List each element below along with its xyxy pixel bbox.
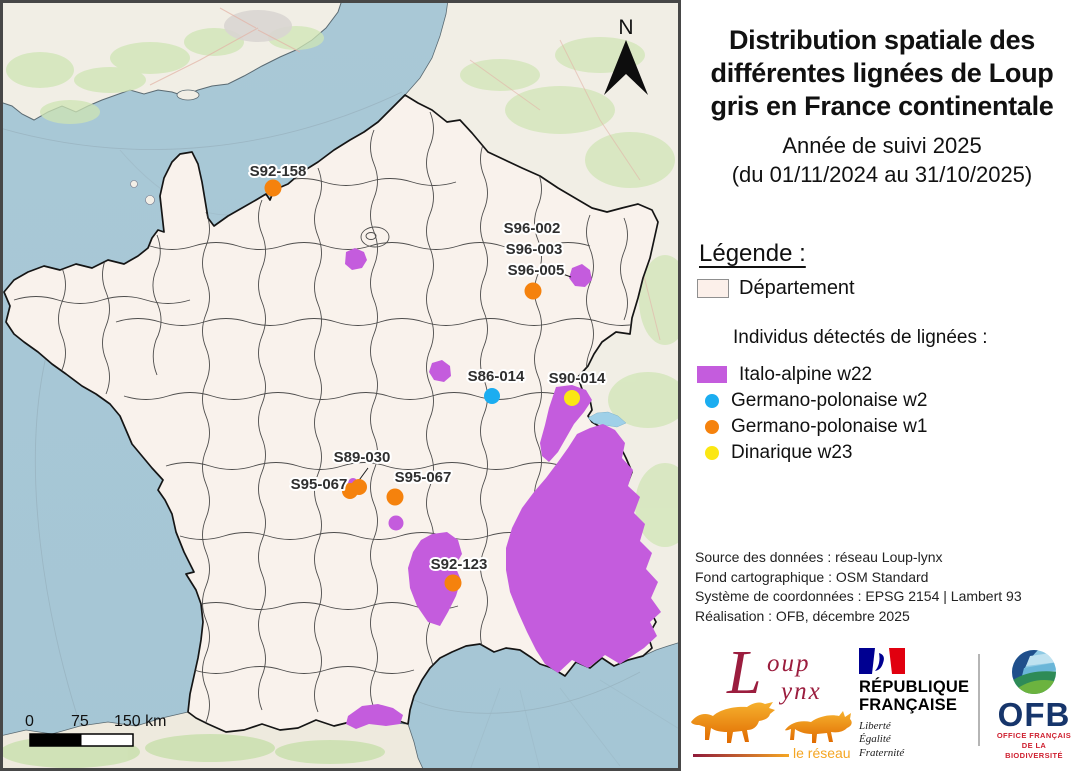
map-label-S96-005: S96-005 xyxy=(508,262,565,279)
scale-tick-150: 150 km xyxy=(114,713,166,730)
map-label-S92-123: S92-123 xyxy=(431,556,488,573)
legend-item-germano-polonaise-w1: Germano-polonaise w1 xyxy=(697,415,928,437)
legend-items: Italo-alpine w22 Germano-polonaise w2 Germ… xyxy=(697,363,928,463)
marker-S95-067 xyxy=(386,488,404,506)
loup-lynx-underline xyxy=(693,754,789,757)
legend-item-dinarique-w23: Dinarique w23 xyxy=(697,441,927,463)
marker-italo-point-auvergne xyxy=(388,515,404,531)
map-label-S96-002: S96-002 xyxy=(504,220,561,237)
map-label-S90-014: S90-014 xyxy=(549,370,606,387)
scale-bar: 0 75 150 km xyxy=(25,713,166,747)
rf-line1: RÉPUBLIQUE xyxy=(859,678,970,696)
lynx-icon xyxy=(785,711,852,743)
channel-island xyxy=(130,180,138,188)
map-frame xyxy=(0,0,681,771)
map-svg: S92-158 S96-002 S96-003 S96-005 S86-014 S90-0… xyxy=(0,0,695,771)
source-line: Réalisation : OFB, décembre 2025 xyxy=(695,607,910,624)
individuals-heading: Individus détectés de lignées : xyxy=(733,327,988,348)
page-title: Distribution spatiale des différentes li… xyxy=(710,25,1054,121)
north-arrow-label: N xyxy=(618,16,633,39)
france-outline xyxy=(3,94,659,733)
map-label-S95-067: S95-067 xyxy=(395,469,452,486)
source-line: Système de coordonnées : EPSG 2154 | Lam… xyxy=(695,588,1022,605)
legend-heading: Légende : xyxy=(699,240,806,267)
marker-S96-002-003-005 xyxy=(524,282,542,300)
loup-lynx-initial: L xyxy=(727,639,762,707)
scale-tick-0: 0 xyxy=(25,713,34,730)
lineage-area-centre xyxy=(429,360,451,382)
spain xyxy=(0,711,425,771)
lineage-area-jura xyxy=(540,385,592,462)
rf-line2: FRANÇAISE xyxy=(859,695,958,714)
individual-labels-layer: S92-158 S96-002 S96-003 S96-005 S86-014 S90-0… xyxy=(248,161,608,575)
legend-department-row: Département xyxy=(697,277,855,300)
ofb-globe-icon xyxy=(1012,650,1056,694)
marker-S90-014 xyxy=(564,390,580,406)
marker-S92-158 xyxy=(264,179,282,197)
source-line: Fond cartographique : OSM Standard xyxy=(695,568,929,585)
wolf-icon xyxy=(691,702,775,743)
germano-polonaise-w1-swatch xyxy=(705,419,719,434)
legend-item-label: Dinarique w23 xyxy=(731,441,853,463)
subtitle-line2: (du 01/11/2024 au 31/10/2025) xyxy=(731,161,1033,187)
lynx-word: ynx xyxy=(781,678,822,705)
subtitle: Année de suivi 2025 (du 01/11/2024 au 31… xyxy=(689,132,1075,189)
maritime-boundaries xyxy=(0,91,682,771)
republique-francaise-logo: RÉPUBLIQUE FRANÇAISE Liberté Égalité Fra… xyxy=(859,648,979,761)
loup-lynx-tagline: le réseau xyxy=(793,745,851,761)
lineage-area-pyrenees xyxy=(346,704,403,729)
rf-motto-egalite: Égalité xyxy=(859,733,891,746)
department-swatch xyxy=(697,279,729,298)
legend-item-label: Germano-polonaise w2 xyxy=(731,389,928,411)
french-flag-icon xyxy=(859,648,905,674)
subtitle-line1: Année de suivi 2025 xyxy=(782,133,982,158)
wolf-lynx-silhouettes xyxy=(691,702,852,743)
legend-item-label: Italo-alpine w22 xyxy=(739,363,873,385)
lineage-area-champagne xyxy=(569,264,592,287)
map-label-S89-030: S89-030 xyxy=(334,449,391,466)
legend-item-label: Germano-polonaise w1 xyxy=(731,415,928,437)
logo-divider xyxy=(978,654,980,746)
north-arrow: N xyxy=(604,16,648,95)
map-label-S86-014: S86-014 xyxy=(468,368,525,385)
marker-S86-014 xyxy=(484,388,500,404)
scale-tick-75: 75 xyxy=(71,713,89,730)
england xyxy=(0,0,343,124)
marker-S92-123 xyxy=(444,574,462,592)
lineage-area-cevennes xyxy=(408,532,462,626)
rf-motto: Liberté Égalité Fraternité xyxy=(859,720,979,761)
info-panel: Distribution spatiale des différentes li… xyxy=(681,0,1083,771)
ofb-logo: OFB OFFICE FRANÇAIS DE LA BIODIVERSITÉ xyxy=(993,648,1075,760)
department-label: Département xyxy=(739,277,855,299)
lineage-area-alpes xyxy=(506,424,661,673)
italo-alpine-w22-swatch xyxy=(697,366,727,383)
individual-markers-layer xyxy=(264,179,580,592)
source-block: Source des données : réseau Loup-lynx Fo… xyxy=(695,548,1022,626)
dinarique-w23-swatch xyxy=(705,445,719,460)
loup-word: oup xyxy=(767,650,811,677)
lineage-areas-layer xyxy=(345,248,661,729)
lineage-area-ile-de-france xyxy=(345,248,367,270)
map-label-S96-003: S96-003 xyxy=(506,241,563,258)
legend-item-italo-alpine-w22: Italo-alpine w22 xyxy=(697,363,927,385)
legend-item-germano-polonaise-w2: Germano-polonaise w2 xyxy=(697,389,928,411)
ofb-sub2: DE LA BIODIVERSITÉ xyxy=(1005,740,1063,760)
channel-island xyxy=(145,195,155,205)
loup-lynx-logo: L oup ynx le rés xyxy=(689,642,871,768)
marker-S89-030-b xyxy=(351,479,367,495)
logos-row: L oup ynx le rés xyxy=(681,640,1083,771)
ofb-subtitle: OFFICE FRANÇAIS DE LA BIODIVERSITÉ xyxy=(993,731,1075,760)
ofb-acronym: OFB xyxy=(997,696,1071,733)
leader-line-0 xyxy=(559,272,572,278)
map-of-france: S92-158 S96-002 S96-003 S96-005 S86-014 S90-0… xyxy=(0,0,695,771)
lake-geneva xyxy=(587,411,627,428)
ofb-sub1: OFFICE FRANÇAIS xyxy=(996,731,1072,740)
germano-polonaise-w2-swatch xyxy=(705,393,719,408)
rf-motto-liberte: Liberté xyxy=(859,719,891,732)
map-label-S95-067: S95-067 xyxy=(291,476,348,493)
source-line: Source des données : réseau Loup-lynx xyxy=(695,549,943,565)
rf-motto-fraternite: Fraternité xyxy=(859,747,905,760)
map-label-S92-158: S92-158 xyxy=(250,163,307,180)
